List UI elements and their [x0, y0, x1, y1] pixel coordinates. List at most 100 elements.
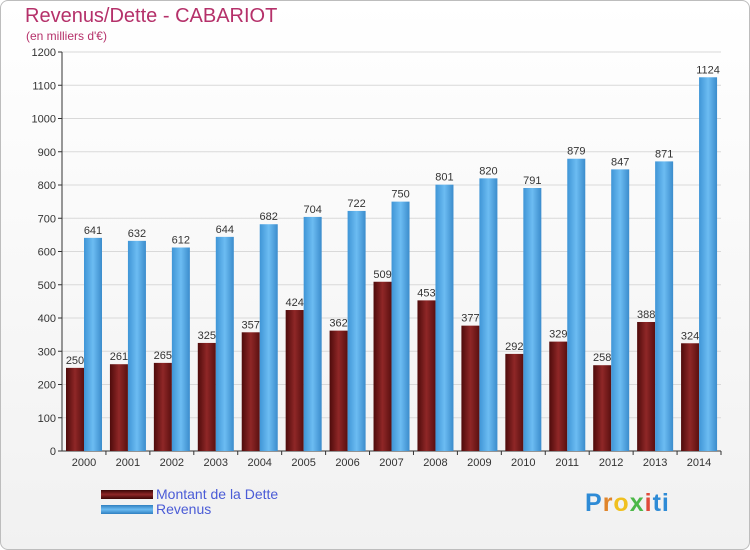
data-label: 377 [461, 313, 479, 325]
data-label: 847 [611, 156, 629, 168]
data-label: 871 [655, 148, 673, 160]
bar-revenus [699, 77, 718, 452]
y-tick-label: 800 [38, 180, 56, 192]
data-label: 704 [303, 204, 321, 216]
y-tick-label: 400 [38, 313, 56, 325]
data-label: 453 [417, 287, 435, 299]
data-label: 641 [84, 225, 102, 237]
x-tick-label: 2008 [423, 457, 447, 469]
x-tick-label: 2002 [160, 457, 184, 469]
logo-letter: t [652, 489, 662, 517]
x-tick-label: 2006 [335, 457, 359, 469]
y-tick-label: 1000 [32, 114, 56, 126]
data-label: 879 [567, 146, 585, 158]
y-tick-label: 900 [38, 147, 56, 159]
bar-dette [153, 362, 172, 451]
data-label: 261 [110, 351, 128, 363]
x-tick-label: 2003 [204, 457, 228, 469]
logo-letter: o [613, 489, 630, 517]
data-labels: 250 641 261 632 265 612 325 644 357 682 424 704 362 7… [66, 64, 720, 367]
bar-dette [461, 325, 480, 451]
bar-revenus [171, 247, 190, 451]
bar-dette [549, 341, 568, 451]
x-tick-label: 2010 [511, 457, 535, 469]
data-label: 258 [593, 352, 611, 364]
x-tick-label: 2005 [291, 457, 315, 469]
legend-label-debt: Montant de la Dette [156, 486, 279, 502]
legend-label-revenus: Revenus [156, 501, 212, 517]
data-label: 424 [285, 297, 303, 309]
bar-dette [637, 321, 656, 451]
x-tick-label: 2014 [687, 457, 711, 469]
y-tick-label: 1200 [32, 47, 56, 59]
legend-swatch-debt [101, 490, 153, 499]
data-label: 388 [637, 309, 655, 321]
data-label: 292 [505, 341, 523, 353]
bar-revenus [259, 224, 278, 451]
data-label: 357 [242, 319, 260, 331]
bar-revenus [303, 216, 322, 451]
logo-letter: x [629, 489, 645, 517]
logo-letter: r [602, 489, 614, 517]
data-label: 722 [347, 198, 365, 210]
data-label: 1124 [696, 64, 720, 76]
bars [66, 77, 718, 452]
axes: 0 100 200 300 400 500 600 700 800 900 1000 1100 1200… [32, 47, 722, 469]
bar-dette [373, 281, 392, 451]
data-label: 632 [128, 228, 146, 240]
data-label: 329 [549, 329, 567, 341]
x-tick-label: 2012 [599, 457, 623, 469]
data-label: 682 [260, 211, 278, 223]
x-tick-label: 2011 [555, 457, 579, 469]
proxiti-logo: Proxiti [585, 489, 670, 518]
bar-dette [593, 365, 612, 451]
bar-dette [241, 332, 260, 451]
data-label: 644 [216, 224, 234, 236]
bar-dette [285, 310, 304, 451]
y-tick-label: 100 [38, 413, 56, 425]
data-label: 750 [391, 189, 409, 201]
x-tick-label: 2013 [643, 457, 667, 469]
y-tick-label: 500 [38, 280, 56, 292]
y-tick-label: 300 [38, 346, 56, 358]
data-label: 791 [523, 175, 541, 187]
legend-swatch-revenus [101, 505, 153, 514]
logo-letter: i [644, 489, 653, 517]
y-tick-label: 0 [50, 446, 56, 458]
bar-revenus [611, 169, 630, 451]
bar-revenus [567, 158, 586, 452]
bar-revenus [435, 184, 454, 452]
data-label: 325 [198, 330, 216, 342]
chart-subtitle: (en milliers d'€) [26, 29, 107, 43]
y-tick-label: 700 [38, 213, 56, 225]
y-tick-label: 600 [38, 247, 56, 259]
data-label: 612 [172, 235, 190, 247]
bar-dette [197, 342, 216, 451]
data-label: 250 [66, 355, 84, 367]
x-tick-label: 2001 [116, 457, 140, 469]
bar-revenus [215, 236, 234, 451]
logo-letter: i [661, 489, 670, 517]
bar-dette [329, 330, 348, 451]
x-tick-label: 2009 [467, 457, 491, 469]
bar-revenus [655, 161, 674, 451]
bar-dette [505, 353, 524, 451]
y-tick-label: 200 [38, 380, 56, 392]
data-label: 820 [479, 165, 497, 177]
bar-dette [417, 300, 436, 451]
bar-revenus [84, 237, 102, 451]
data-label: 324 [681, 330, 699, 342]
data-label: 801 [435, 172, 453, 184]
logo-letter: P [585, 489, 603, 517]
bar-revenus [523, 187, 542, 451]
data-label: 265 [154, 350, 172, 362]
bar-revenus [347, 210, 366, 451]
bar-dette [109, 364, 128, 451]
data-label: 509 [373, 269, 391, 281]
bar-revenus [479, 178, 498, 451]
chart-title: Revenus/Dette - CABARIOT [25, 5, 278, 27]
x-tick-label: 2007 [379, 457, 403, 469]
x-tick-label: 2004 [247, 457, 271, 469]
